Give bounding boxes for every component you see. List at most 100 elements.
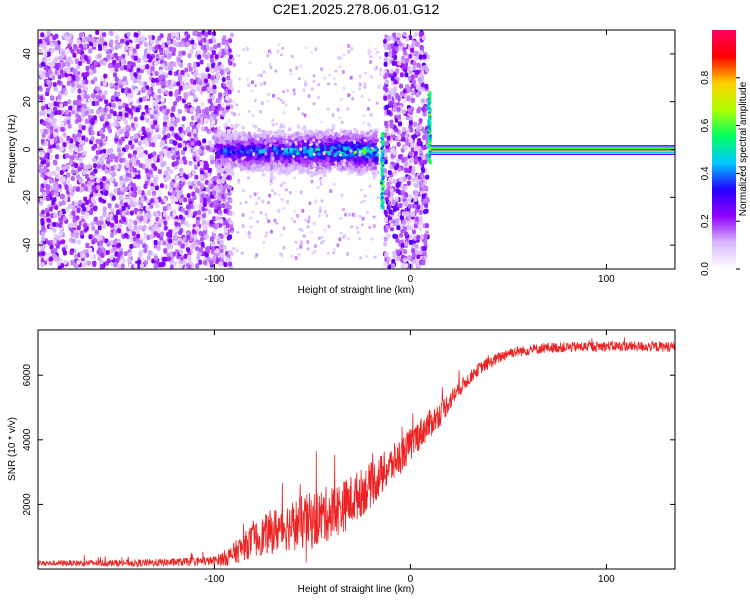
spectrogram-cell <box>64 49 69 55</box>
spectrogram-cell <box>143 57 148 63</box>
spectrogram-cell <box>179 62 184 68</box>
spectrogram-cell <box>225 67 230 73</box>
spectrogram-cell <box>67 75 72 81</box>
spectrogram-cell <box>175 117 180 123</box>
spectrogram-cell <box>153 134 158 140</box>
spectrogram-cells <box>38 30 675 270</box>
spectrogram-cell <box>188 66 193 72</box>
spectrogram-cell <box>168 238 173 244</box>
spectrogram-cell <box>224 183 229 189</box>
spectrogram-cell <box>76 225 81 231</box>
spectrogram-cell <box>100 252 105 258</box>
spectrogram-cell <box>138 251 143 257</box>
spectrogram-cell <box>154 71 159 76</box>
spectrogram-cell <box>290 167 295 172</box>
spectrogram-cell <box>104 121 109 127</box>
spectrogram-cell <box>209 202 214 208</box>
spectrogram-cell <box>170 198 175 204</box>
spectrogram-cell <box>60 89 65 95</box>
spectrogram-cell <box>102 223 107 229</box>
spectrogram-cell <box>162 197 167 203</box>
spectrogram-cell <box>86 260 91 266</box>
spectrogram-cell <box>109 82 114 88</box>
spectrogram-cell <box>151 77 156 83</box>
spectrogram-cell <box>226 75 231 81</box>
spectrogram-cell <box>49 133 54 139</box>
spectrogram-cell <box>142 243 147 248</box>
spectrogram-cell <box>194 164 198 170</box>
spectrogram-cell <box>99 220 104 226</box>
spectrogram-cell <box>187 254 192 260</box>
spectrogram-cell <box>103 107 108 113</box>
spectrogram-cell <box>53 132 58 138</box>
spectrogram-cell <box>207 167 212 173</box>
spectrogram-cell <box>49 244 54 250</box>
spectrogram-cell <box>82 262 87 267</box>
spectrogram-cell <box>112 246 117 252</box>
spectrogram-cell <box>158 75 163 81</box>
spectrogram-cell <box>256 167 261 172</box>
spectrogram-cell <box>50 47 55 53</box>
spectrogram-cell <box>90 254 95 260</box>
spectrogram-cell <box>196 124 201 129</box>
spectrogram-cell <box>132 197 137 202</box>
spectrogram-cell <box>176 81 181 87</box>
spectrogram-cell <box>137 140 142 146</box>
tone-band <box>430 150 675 152</box>
spectrogram-cell <box>221 111 226 117</box>
spectrogram-cell <box>103 153 108 159</box>
spectrogram-cell <box>227 184 232 190</box>
spectrogram-cell <box>164 90 169 96</box>
spectrogram-cell <box>140 196 145 202</box>
spectrogram-cell <box>73 43 78 49</box>
spectrogram-cell <box>169 46 174 52</box>
spectrogram-cell <box>195 246 200 252</box>
spectrogram-cell <box>197 209 202 215</box>
spectrogram-cell <box>62 142 67 148</box>
spectrogram-cell <box>80 183 85 188</box>
spectrogram-cell <box>109 31 114 36</box>
spectrogram-cell <box>57 125 62 131</box>
spectrogram-cell <box>228 82 233 88</box>
spectrogram-cell <box>166 175 171 181</box>
spectrogram-cell <box>146 255 151 261</box>
spectrogram-cell <box>78 177 83 183</box>
spectrogram-cell <box>60 72 65 78</box>
spectrogram-cell <box>135 44 140 49</box>
spectrogram-cell <box>193 132 198 138</box>
spectrogram-cell <box>122 80 127 86</box>
spectrogram-cell <box>74 232 79 238</box>
spectrogram-cell <box>305 134 310 139</box>
spectrogram-cell <box>43 65 48 71</box>
spectrogram-cell <box>93 205 98 211</box>
spectrogram-cell <box>53 106 57 112</box>
spectrogram-cell <box>113 52 118 58</box>
spectrogram-cell <box>88 247 93 253</box>
spectrogram-cell <box>172 211 177 217</box>
spectrogram-cell <box>261 129 266 134</box>
spectrogram-cell <box>209 219 214 225</box>
spectrogram-cell <box>168 70 173 76</box>
spectrogram-cell <box>65 153 69 159</box>
spectrogram-cell <box>160 97 165 103</box>
spectrogram-cell <box>186 126 191 132</box>
spectrogram-cell <box>146 190 151 195</box>
tone-band <box>430 145 675 147</box>
spectrogram-cell <box>109 240 114 246</box>
spectrogram-cell <box>69 59 74 65</box>
spectrogram-cell <box>49 125 54 131</box>
spectrogram-cell <box>219 69 224 75</box>
spectrogram-cell <box>203 230 208 236</box>
spectrogram-cell <box>184 103 189 109</box>
spectrogram-cell <box>67 43 72 49</box>
spectrogram-cell <box>224 40 229 46</box>
spectrogram-cell <box>133 55 138 61</box>
spectrogram-cell <box>146 53 151 59</box>
spectrogram-cell <box>145 168 149 174</box>
spectrogram-cell <box>216 130 221 135</box>
spectrogram-cell <box>209 122 214 128</box>
spectrogram-cell <box>128 167 133 173</box>
spectrogram-cell <box>62 165 67 171</box>
spectrogram-cell <box>193 72 198 78</box>
spectrogram-cell <box>168 84 173 90</box>
